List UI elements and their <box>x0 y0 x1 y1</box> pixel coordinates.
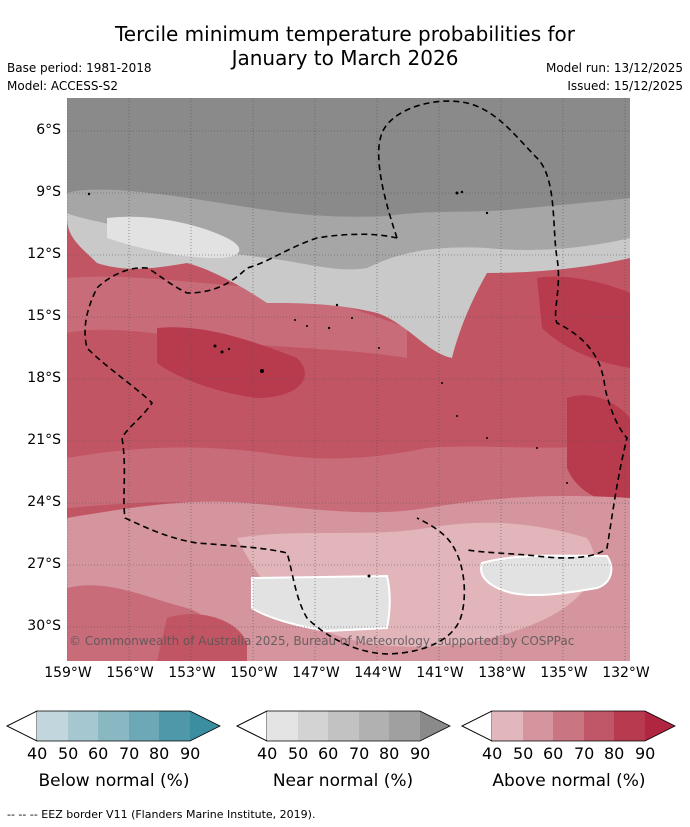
lat-label: 12°S <box>27 246 61 262</box>
near-colorbar-segment <box>267 711 298 741</box>
lat-label: 18°S <box>27 370 61 386</box>
tick: 90 <box>635 744 656 763</box>
below-colorbar-segment <box>129 711 159 741</box>
region-near-light-b <box>480 554 613 597</box>
lon-label: 147°W <box>292 665 340 681</box>
region-above-80-c <box>537 276 630 368</box>
tick: 60 <box>543 744 564 763</box>
tick: 50 <box>513 744 534 763</box>
above-colorbar-segment <box>523 711 553 741</box>
lon-label: 132°W <box>602 665 650 681</box>
base-period: Base period: 1981-2018 <box>7 61 152 75</box>
tick: 90 <box>410 744 431 763</box>
lat-label: 9°S <box>36 184 61 200</box>
tick: 70 <box>574 744 595 763</box>
map-title: Tercile minimum temperature probabilitie… <box>0 22 690 70</box>
model-run: Model run: 13/12/2025 <box>545 61 683 75</box>
lon-label: 144°W <box>354 665 402 681</box>
probability-map <box>66 98 630 661</box>
eez-footnote: -- -- -- EEZ border V11 (Flanders Marine… <box>7 808 316 821</box>
region-near-light-a <box>251 574 391 633</box>
graticule <box>66 98 630 661</box>
lat-label: 15°S <box>27 308 61 324</box>
below-colorbar-segment <box>68 711 98 741</box>
near-colorbar-segment <box>328 711 359 741</box>
tick: 40 <box>27 744 48 763</box>
tick: 70 <box>119 744 140 763</box>
lon-label: 135°W <box>540 665 588 681</box>
tick: 40 <box>482 744 503 763</box>
lon-label: 138°W <box>478 665 526 681</box>
region-above-80-b <box>567 395 630 502</box>
tick: 70 <box>349 744 370 763</box>
credit-text: © Commonwealth of Australia 2025, Bureau… <box>69 634 575 648</box>
colorbars-svg <box>6 710 676 742</box>
near-colorbar-segment <box>359 711 389 741</box>
model-name: Model: ACCESS-S2 <box>7 79 119 93</box>
meta-left: Base period: 1981-2018 Model: ACCESS-S2 <box>7 59 152 95</box>
above-colorbar-segment <box>553 711 584 741</box>
title-line-2: January to March 2026 <box>231 46 459 70</box>
tick: 60 <box>88 744 109 763</box>
meta-right: Model run: 13/12/2025 Issued: 15/12/2025 <box>546 59 683 95</box>
region-near-light-c <box>107 216 240 258</box>
lon-label: 141°W <box>416 665 464 681</box>
map-svg <box>66 98 630 661</box>
above-colorbar-segment <box>645 711 675 741</box>
lon-label: 153°W <box>168 665 216 681</box>
above-colorbar-segment <box>584 711 614 741</box>
tick: 60 <box>318 744 339 763</box>
lat-label: 27°S <box>27 556 61 572</box>
colorbars <box>0 708 690 748</box>
title-line-1: Tercile minimum temperature probabilitie… <box>114 22 576 46</box>
lon-label: 156°W <box>106 665 154 681</box>
below-colorbar-segment <box>37 711 68 741</box>
lat-label: 6°S <box>36 122 61 138</box>
region-above-70-b <box>157 614 247 661</box>
tick: 50 <box>58 744 79 763</box>
above-colorbar-segment <box>492 711 523 741</box>
below-normal-label: Below normal (%) <box>38 771 190 791</box>
region-above-80-a <box>157 327 305 398</box>
near-colorbar-segment <box>420 711 450 741</box>
issued-date: Issued: 15/12/2025 <box>567 79 683 93</box>
tick: 80 <box>149 744 170 763</box>
near-colorbar-segment <box>389 711 420 741</box>
lon-label: 150°W <box>230 665 278 681</box>
islands <box>87 190 568 578</box>
lat-label: 21°S <box>27 432 61 448</box>
above-normal-label: Above normal (%) <box>492 771 646 791</box>
below-colorbar-segment <box>159 711 190 741</box>
below-colorbar-segment <box>190 711 220 741</box>
lat-label: 30°S <box>27 618 61 634</box>
region-above-60-a <box>67 276 407 358</box>
below-colorbar-segment <box>98 711 129 741</box>
tick: 80 <box>604 744 625 763</box>
eez-borders <box>84 100 628 655</box>
tick: 40 <box>257 744 278 763</box>
near-colorbar-segment <box>298 711 328 741</box>
tick: 80 <box>379 744 400 763</box>
tick: 50 <box>288 744 309 763</box>
near-normal-label: Near normal (%) <box>272 771 414 791</box>
lon-label: 159°W <box>44 665 92 681</box>
tick: 90 <box>180 744 201 763</box>
above-colorbar-segment <box>614 711 645 741</box>
region-near-60 <box>67 98 630 217</box>
lat-label: 24°S <box>27 494 61 510</box>
